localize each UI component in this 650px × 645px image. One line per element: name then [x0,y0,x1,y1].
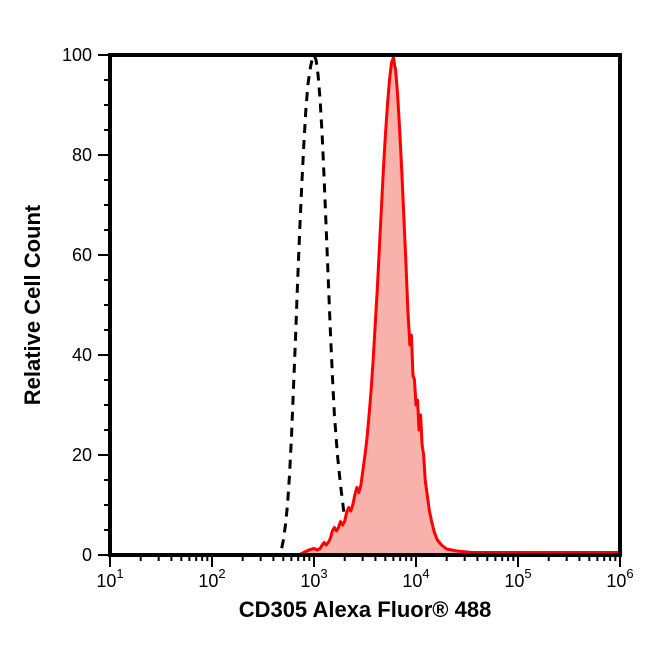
chart-svg: 0 20 40 60 80 100 101 102 103 104 105 106 Relative C… [0,0,650,645]
y-tick-label: 0 [82,545,92,565]
x-tick-label: 104 [402,566,429,591]
y-tick-label: 60 [72,245,92,265]
y-tick-label: 100 [62,45,92,65]
x-tick-label: 103 [300,566,327,591]
y-tick-label: 20 [72,445,92,465]
y-axis-label: Relative Cell Count [20,204,45,405]
x-tick-label: 101 [96,566,123,591]
x-tick-label: 106 [606,566,633,591]
y-tick-label: 40 [72,345,92,365]
y-tick-label: 80 [72,145,92,165]
flow-cytometry-histogram: 0 20 40 60 80 100 101 102 103 104 105 106 Relative C… [0,0,650,645]
x-tick-label: 102 [198,566,225,591]
x-axis-label: CD305 Alexa Fluor® 488 [239,597,492,622]
x-tick-label: 105 [504,566,531,591]
